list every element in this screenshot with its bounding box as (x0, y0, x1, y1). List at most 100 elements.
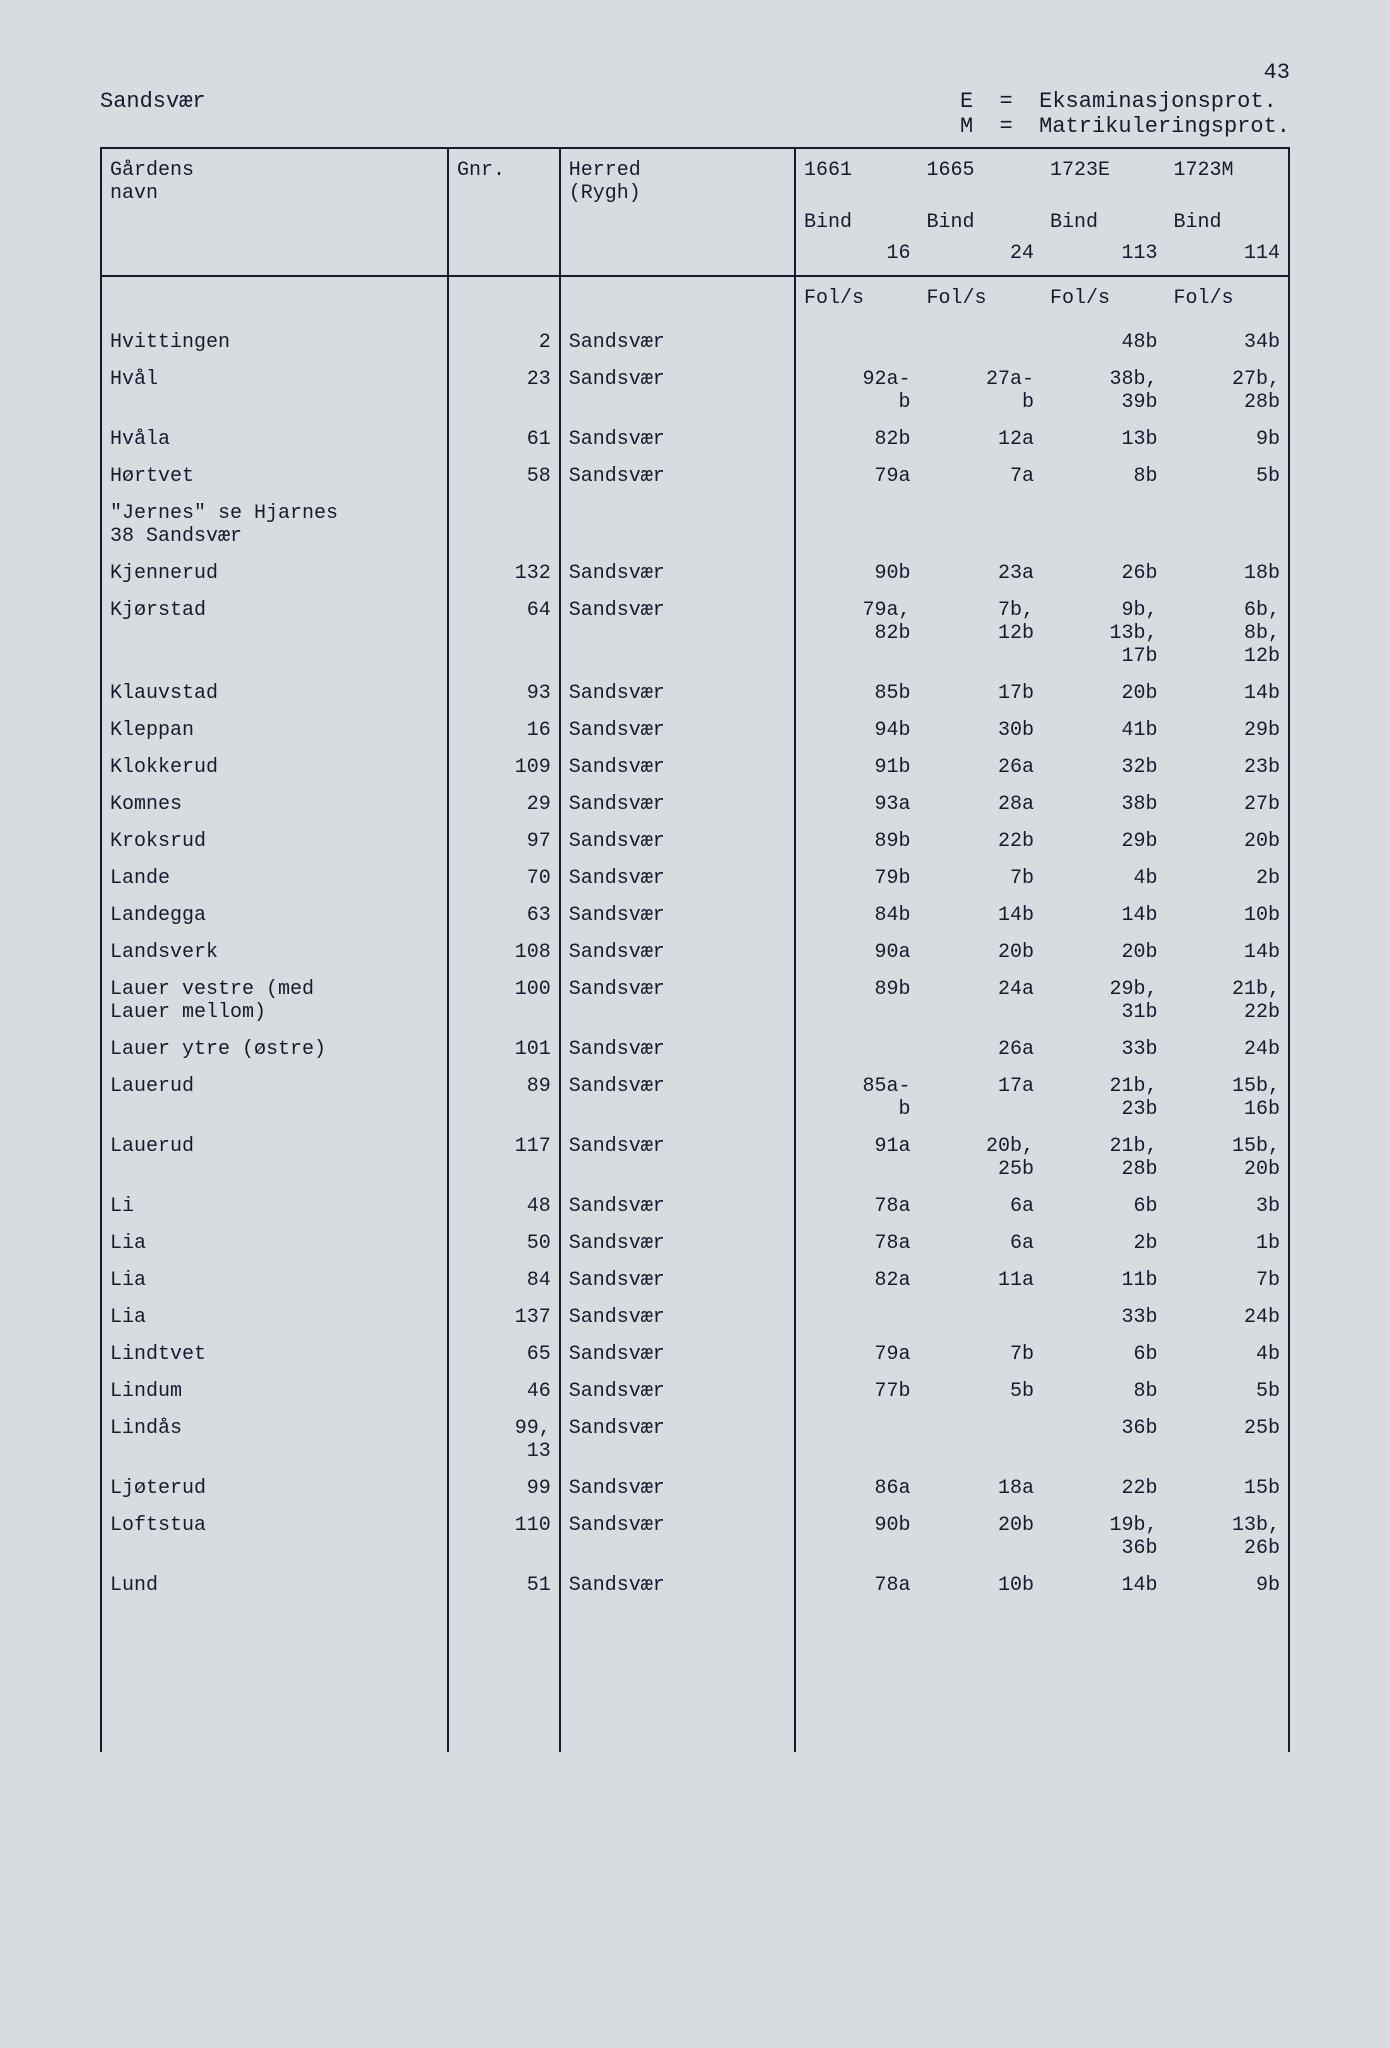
cell-navn: Klokkerud (101, 749, 448, 786)
cell-navn: Lia (101, 1225, 448, 1262)
legend-line-e: E = Eksaminasjonsprot. (960, 89, 1290, 114)
cell-herred: Sandsvær (560, 458, 795, 495)
cell-herred (560, 495, 795, 555)
cell-1723m: 5b (1165, 458, 1289, 495)
cell-gnr: 29 (448, 786, 560, 823)
cell-1723e (1042, 495, 1166, 555)
cell-1661: 91a (795, 1128, 919, 1188)
table-row: Landegga63Sandsvær84b14b14b10b (101, 897, 1289, 934)
cell-herred: Sandsvær (560, 1299, 795, 1336)
cell-1723m: 34b (1165, 324, 1289, 361)
cell-1723e: 38b, 39b (1042, 361, 1166, 421)
table-row: Li48Sandsvær78a6a6b3b (101, 1188, 1289, 1225)
page-number: 43 (100, 60, 1290, 85)
cell-navn: "Jernes" se Hjarnes 38 Sandsvær (101, 495, 448, 555)
cell-1661: 78a (795, 1225, 919, 1262)
cell-navn: Kleppan (101, 712, 448, 749)
col-1723m-num: 114 (1165, 240, 1289, 276)
cell-navn: Landsverk (101, 934, 448, 971)
cell-1723e: 32b (1042, 749, 1166, 786)
cell-herred: Sandsvær (560, 1470, 795, 1507)
cell-1723m: 20b (1165, 823, 1289, 860)
table-body: Hvittingen2Sandsvær48b34bHvål23Sandsvær9… (101, 324, 1289, 1752)
cell-navn: Landegga (101, 897, 448, 934)
region-title: Sandsvær (100, 89, 206, 139)
cell-gnr: 93 (448, 675, 560, 712)
cell-1665: 26a (918, 1031, 1042, 1068)
cell-herred: Sandsvær (560, 860, 795, 897)
cell-1723m: 9b (1165, 1567, 1289, 1604)
table-row: "Jernes" se Hjarnes 38 Sandsvær (101, 495, 1289, 555)
cell-navn: Hørtvet (101, 458, 448, 495)
cell-1665: 20b (918, 1507, 1042, 1567)
cell-1665 (918, 324, 1042, 361)
col-1665-bind: Bind (918, 211, 1042, 240)
cell-navn: Hvittingen (101, 324, 448, 361)
fols-2: Fol/s (918, 277, 1042, 324)
cell-1723m: 2b (1165, 860, 1289, 897)
table-row: Loftstua110Sandsvær90b20b19b, 36b13b, 26… (101, 1507, 1289, 1567)
cell-1665: 5b (918, 1373, 1042, 1410)
cell-herred: Sandsvær (560, 1262, 795, 1299)
cell-1723e: 9b, 13b, 17b (1042, 592, 1166, 675)
cell-1661: 79a (795, 1336, 919, 1373)
cell-1723e: 36b (1042, 1410, 1166, 1470)
register-table: Gårdens navn Gnr. Herred (Rygh) 1661 166… (100, 147, 1290, 1752)
cell-1661: 90b (795, 1507, 919, 1567)
cell-gnr: 89 (448, 1068, 560, 1128)
cell-1661: 82a (795, 1262, 919, 1299)
table-row: Kleppan16Sandsvær94b30b41b29b (101, 712, 1289, 749)
cell-1661 (795, 495, 919, 555)
table-row: Hørtvet58Sandsvær79a7a8b5b (101, 458, 1289, 495)
cell-1723e: 6b (1042, 1188, 1166, 1225)
cell-navn: Lauer vestre (med Lauer mellom) (101, 971, 448, 1031)
table-row: Hvåla61Sandsvær82b12a13b9b (101, 421, 1289, 458)
cell-gnr: 132 (448, 555, 560, 592)
cell-gnr: 2 (448, 324, 560, 361)
cell-1661: 78a (795, 1188, 919, 1225)
cell-navn: Hvål (101, 361, 448, 421)
cell-1723m: 3b (1165, 1188, 1289, 1225)
cell-1665: 7b (918, 1336, 1042, 1373)
cell-1723m: 24b (1165, 1299, 1289, 1336)
cell-1723e: 29b (1042, 823, 1166, 860)
table-row: Lia50Sandsvær78a6a2b1b (101, 1225, 1289, 1262)
cell-gnr: 101 (448, 1031, 560, 1068)
cell-1723e: 20b (1042, 934, 1166, 971)
col-1723e-bind: Bind (1042, 211, 1166, 240)
table-row: Klauvstad93Sandsvær85b17b20b14b (101, 675, 1289, 712)
cell-navn: Lindum (101, 1373, 448, 1410)
table-row (101, 1641, 1289, 1678)
cell-1723e: 13b (1042, 421, 1166, 458)
cell-1723m: 1b (1165, 1225, 1289, 1262)
cell-1665: 7a (918, 458, 1042, 495)
cell-1723e: 33b (1042, 1031, 1166, 1068)
legend-line-m: M = Matrikuleringsprot. (960, 114, 1290, 139)
cell-navn: Lindås (101, 1410, 448, 1470)
cell-herred: Sandsvær (560, 1188, 795, 1225)
cell-1723e: 33b (1042, 1299, 1166, 1336)
cell-herred: Sandsvær (560, 934, 795, 971)
cell-navn: Kjørstad (101, 592, 448, 675)
cell-navn: Lauerud (101, 1068, 448, 1128)
cell-herred: Sandsvær (560, 1336, 795, 1373)
cell-gnr: 99, 13 (448, 1410, 560, 1470)
table-row (101, 1715, 1289, 1752)
table-row: Ljøterud99Sandsvær86a18a22b15b (101, 1470, 1289, 1507)
cell-1661: 94b (795, 712, 919, 749)
cell-gnr: 50 (448, 1225, 560, 1262)
cell-gnr: 58 (448, 458, 560, 495)
table-row: Kjennerud132Sandsvær90b23a26b18b (101, 555, 1289, 592)
cell-1665: 17a (918, 1068, 1042, 1128)
cell-gnr: 48 (448, 1188, 560, 1225)
col-1723m-year: 1723M (1165, 148, 1289, 211)
cell-herred: Sandsvær (560, 421, 795, 458)
cell-1665: 17b (918, 675, 1042, 712)
fols-3: Fol/s (1042, 277, 1166, 324)
cell-1665: 20b (918, 934, 1042, 971)
cell-1661: 85b (795, 675, 919, 712)
cell-1723m: 10b (1165, 897, 1289, 934)
cell-1723m: 27b (1165, 786, 1289, 823)
cell-1665: 24a (918, 971, 1042, 1031)
cell-herred: Sandsvær (560, 1225, 795, 1262)
